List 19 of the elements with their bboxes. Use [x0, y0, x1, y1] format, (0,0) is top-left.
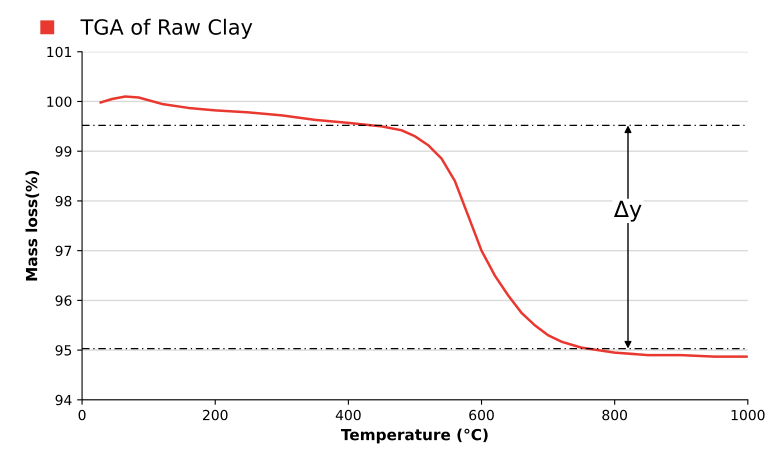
x-tick-label: 200 — [202, 410, 228, 420]
y-tick-label: 97 — [56, 246, 72, 256]
x-tick-label: 1000 — [732, 410, 765, 420]
x-tick-label: 800 — [602, 410, 628, 420]
y-tick-label: 95 — [56, 345, 72, 356]
annotation: Δy — [614, 200, 642, 222]
y-tick-label: 101 — [47, 46, 72, 58]
x-axis-title: Temperature (°C) — [341, 428, 488, 444]
legend-label: TGA of Raw Clay — [80, 18, 252, 39]
y-tick-label: 99 — [56, 146, 72, 157]
y-tick-label: 100 — [47, 96, 72, 107]
y-axis-title: Mass loss(%) — [25, 171, 40, 280]
y-tick-label: 94 — [56, 394, 72, 406]
x-tick-label: 400 — [336, 410, 361, 420]
y-tick-label: 96 — [56, 295, 72, 306]
x-tick-label: 0 — [78, 410, 86, 420]
y-tick-label: 98 — [56, 196, 72, 206]
x-tick-label: 600 — [469, 410, 494, 420]
line-series — [99, 95, 748, 358]
